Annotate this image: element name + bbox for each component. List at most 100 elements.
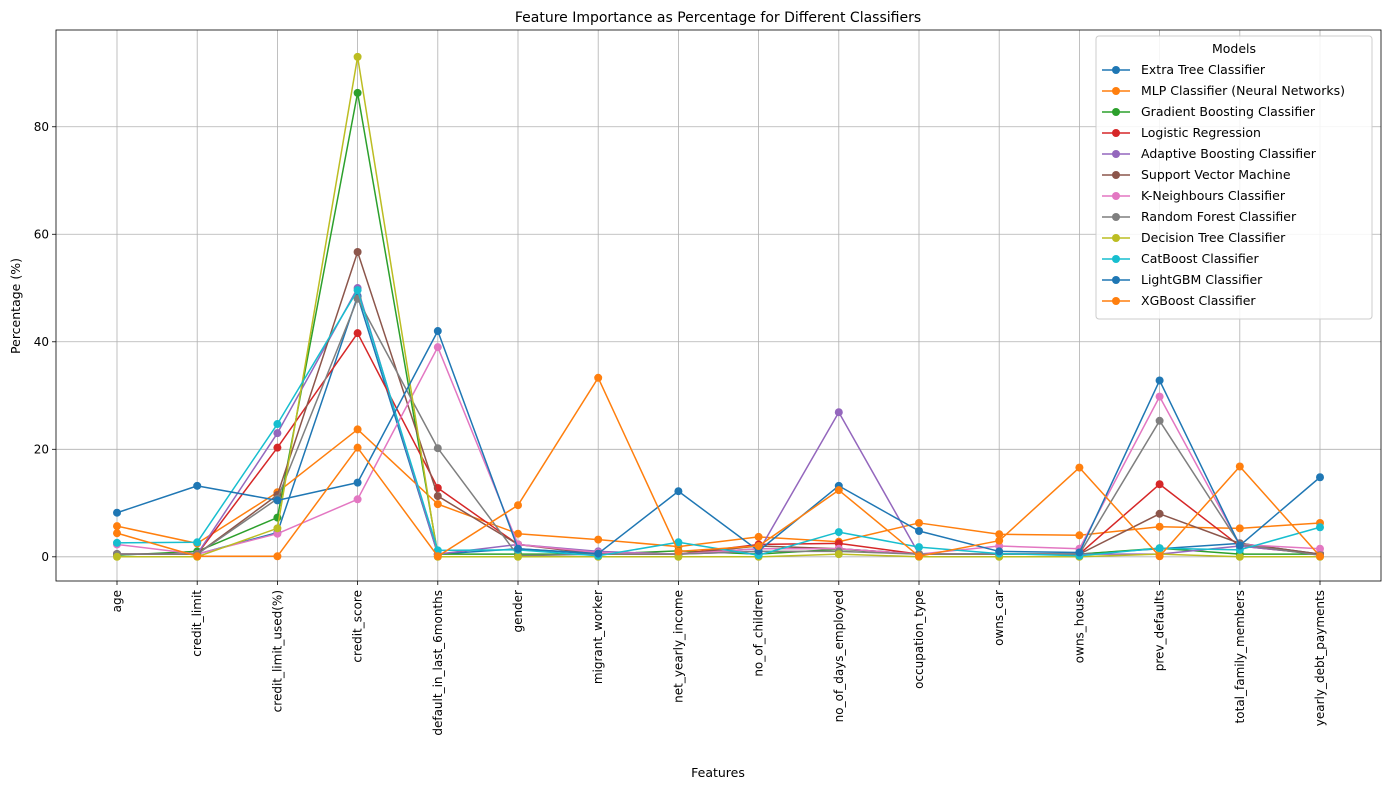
- legend-swatch-marker: [1112, 276, 1120, 284]
- data-point: [514, 529, 522, 538]
- data-point: [834, 550, 843, 559]
- legend-label: XGBoost Classifier: [1141, 293, 1256, 308]
- data-point: [754, 532, 763, 541]
- legend-swatch-marker: [1112, 108, 1120, 116]
- legend-swatch-marker: [1112, 87, 1120, 95]
- data-point: [754, 542, 763, 551]
- x-axis-label: Features: [691, 765, 745, 780]
- data-point: [594, 549, 603, 558]
- data-point: [273, 496, 282, 505]
- data-point: [1235, 462, 1244, 471]
- legend-label: K-Neighbours Classifier: [1141, 188, 1286, 203]
- data-point: [514, 501, 522, 510]
- data-point: [1075, 548, 1084, 557]
- data-point: [594, 535, 603, 544]
- legend-label: Support Vector Machine: [1141, 167, 1291, 182]
- x-tick-label: prev_defaults: [1153, 590, 1167, 671]
- data-point: [273, 429, 282, 438]
- legend-label: Decision Tree Classifier: [1141, 230, 1286, 245]
- data-point: [353, 329, 362, 338]
- x-tick-label: yearly_debt_payments: [1313, 590, 1327, 726]
- data-point: [1155, 392, 1164, 401]
- legend-entry: Extra Tree Classifier: [1102, 62, 1266, 77]
- data-point: [433, 500, 442, 509]
- chart-title: Feature Importance as Percentage for Dif…: [515, 10, 921, 26]
- data-point: [1316, 552, 1324, 561]
- legend-label: Random Forest Classifier: [1141, 209, 1297, 224]
- data-point: [433, 444, 442, 453]
- data-point: [1155, 522, 1164, 531]
- data-point: [674, 487, 683, 496]
- series-line: [116, 428, 1321, 548]
- x-tick-label: occupation_type: [912, 590, 926, 689]
- series-line: [116, 346, 1321, 555]
- data-point: [273, 552, 282, 561]
- legend-swatch-marker: [1112, 213, 1120, 221]
- data-point: [113, 552, 121, 561]
- series-line: [117, 298, 1321, 557]
- series-line: [117, 251, 1321, 555]
- legend: Models Extra Tree Classifier MLP Classifi…: [1095, 35, 1373, 320]
- data-point: [273, 443, 282, 452]
- data-point: [995, 547, 1004, 556]
- data-point: [915, 552, 923, 561]
- legend-entry: CatBoost Classifier: [1102, 251, 1259, 266]
- legend-entry: Support Vector Machine: [1102, 167, 1291, 182]
- data-point: [433, 343, 442, 352]
- data-point: [113, 508, 121, 517]
- legend-swatch-marker: [1112, 150, 1120, 158]
- data-point: [353, 495, 362, 504]
- data-point: [1075, 463, 1084, 472]
- y-tick-label: 80: [34, 120, 49, 134]
- data-point: [193, 538, 202, 547]
- legend-label: MLP Classifier (Neural Networks): [1141, 83, 1345, 98]
- data-point: [353, 286, 362, 295]
- tick-labels: age credit_limit credit_limit_used(%) credi…: [34, 120, 1327, 736]
- data-point: [1316, 544, 1324, 553]
- data-point: [113, 538, 121, 547]
- series-4: [113, 284, 1324, 559]
- series-line: [116, 377, 1321, 558]
- series-line: [117, 56, 1320, 558]
- data-point: [353, 52, 362, 61]
- data-point: [1155, 544, 1164, 553]
- data-point: [1155, 376, 1164, 385]
- legend-label: Extra Tree Classifier: [1141, 62, 1266, 77]
- legend-entry: K-Neighbours Classifier: [1102, 188, 1286, 203]
- axes: [52, 29, 1382, 585]
- x-tick-label: no_of_children: [752, 590, 766, 677]
- legend-label: Logistic Regression: [1141, 125, 1261, 140]
- series-lines: [113, 52, 1324, 561]
- legend-entry: Gradient Boosting Classifier: [1102, 104, 1316, 119]
- data-point: [273, 524, 282, 533]
- legend-entry: MLP Classifier (Neural Networks): [1102, 83, 1345, 98]
- data-point: [514, 544, 522, 553]
- data-point: [193, 481, 202, 490]
- data-point: [915, 543, 923, 552]
- data-point: [915, 518, 923, 527]
- legend-label: LightGBM Classifier: [1141, 272, 1263, 287]
- y-axis-label: Percentage (%): [8, 258, 23, 354]
- data-point: [433, 492, 442, 501]
- x-tick-label: total_family_members: [1233, 590, 1247, 723]
- legend-entry: XGBoost Classifier: [1102, 293, 1256, 308]
- data-point: [353, 443, 362, 452]
- x-tick-label: no_of_days_employed: [832, 590, 846, 722]
- data-point: [113, 529, 121, 538]
- x-tick-label: gender: [511, 590, 525, 633]
- data-point: [1075, 531, 1084, 540]
- y-tick-label: 40: [34, 335, 49, 349]
- data-point: [674, 547, 683, 556]
- legend-label: Adaptive Boosting Classifier: [1141, 146, 1317, 161]
- series-11: [113, 373, 1324, 561]
- legend-swatch-marker: [1112, 171, 1120, 179]
- data-point: [353, 88, 362, 97]
- legend-swatch-marker: [1112, 129, 1120, 137]
- legend-swatch-marker: [1112, 297, 1120, 305]
- plot-frame: [55, 29, 1382, 582]
- data-point: [915, 527, 923, 536]
- data-point: [834, 486, 843, 495]
- legend-swatch-marker: [1112, 66, 1120, 74]
- data-point: [1316, 523, 1324, 532]
